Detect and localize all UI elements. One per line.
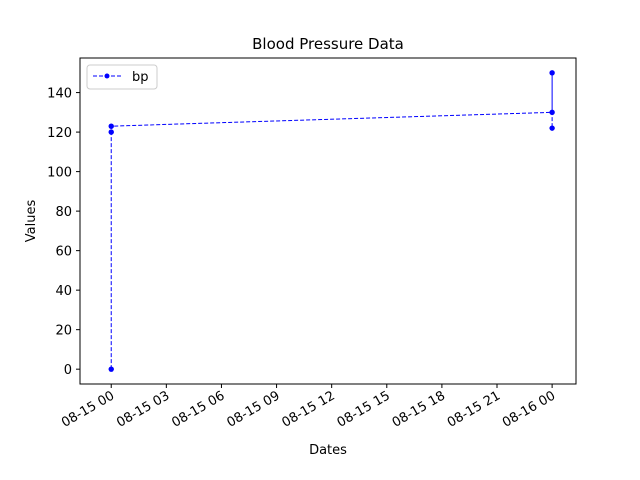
y-tick-label: 0 bbox=[64, 363, 72, 378]
x-axis-title: Dates bbox=[309, 443, 347, 458]
legend-box bbox=[86, 64, 158, 90]
y-tick-label: 80 bbox=[55, 205, 72, 220]
y-tick-label: 40 bbox=[55, 284, 72, 299]
legend: bp bbox=[86, 64, 158, 90]
y-axis: 0 20 40 60 80 100 120 140 bbox=[47, 87, 80, 378]
legend-marker bbox=[104, 73, 110, 79]
y-tick-label: 100 bbox=[47, 166, 72, 181]
y-tick-label: 60 bbox=[55, 245, 72, 260]
data-point bbox=[549, 70, 555, 76]
data-point bbox=[549, 125, 555, 131]
series-line-bp bbox=[110, 72, 553, 370]
data-point bbox=[108, 366, 114, 372]
data-point bbox=[549, 109, 555, 116]
y-axis-title: Values bbox=[24, 200, 39, 243]
data-point bbox=[108, 123, 114, 129]
plot-frame bbox=[79, 57, 577, 385]
y-tick-label: 140 bbox=[47, 87, 72, 102]
y-tick-label: 20 bbox=[55, 324, 72, 339]
plot-area bbox=[108, 70, 555, 372]
y-tick-label: 120 bbox=[47, 126, 72, 141]
legend-label-bp: bp bbox=[132, 70, 149, 85]
data-point bbox=[108, 129, 114, 135]
chart-title: Blood Pressure Data bbox=[252, 35, 404, 53]
